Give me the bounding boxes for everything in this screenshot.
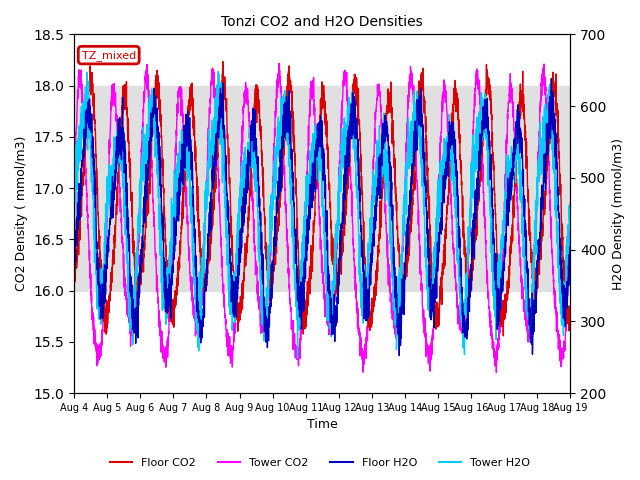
Tower CO2 bbox=[70, 174, 78, 180]
Floor CO2 bbox=[282, 95, 290, 100]
Floor H2O bbox=[127, 293, 134, 299]
Tower H2O bbox=[294, 355, 301, 361]
Tower CO2 bbox=[504, 111, 511, 117]
Tower CO2 bbox=[260, 328, 268, 334]
Tower H2O bbox=[70, 196, 78, 202]
Floor H2O bbox=[557, 259, 564, 264]
Floor H2O bbox=[70, 278, 78, 284]
Tower CO2 bbox=[493, 370, 500, 375]
Tower H2O bbox=[504, 179, 511, 185]
Tower CO2 bbox=[127, 327, 134, 333]
Y-axis label: CO2 Density ( mmol/m3): CO2 Density ( mmol/m3) bbox=[15, 136, 28, 291]
Floor H2O bbox=[566, 254, 574, 260]
Tower H2O bbox=[214, 69, 222, 74]
Tower H2O bbox=[557, 299, 564, 304]
Tower CO2 bbox=[156, 333, 164, 338]
Floor H2O bbox=[156, 168, 164, 173]
Line: Tower CO2: Tower CO2 bbox=[74, 63, 570, 372]
Floor CO2 bbox=[127, 193, 134, 199]
Legend: Floor CO2, Tower CO2, Floor H2O, Tower H2O: Floor CO2, Tower CO2, Floor H2O, Tower H… bbox=[105, 453, 535, 472]
Tower H2O bbox=[282, 113, 290, 119]
Tower CO2 bbox=[557, 364, 564, 370]
Title: Tonzi CO2 and H2O Densities: Tonzi CO2 and H2O Densities bbox=[221, 15, 423, 29]
Tower CO2 bbox=[275, 60, 283, 66]
Tower H2O bbox=[260, 326, 268, 332]
Floor H2O bbox=[282, 107, 290, 112]
Floor CO2 bbox=[557, 195, 564, 201]
Floor H2O bbox=[504, 215, 511, 220]
Floor H2O bbox=[260, 328, 268, 334]
Tower H2O bbox=[566, 204, 574, 209]
Tower CO2 bbox=[566, 200, 574, 206]
Bar bbox=[74, 85, 570, 290]
Line: Floor CO2: Floor CO2 bbox=[74, 61, 570, 336]
Line: Tower H2O: Tower H2O bbox=[74, 72, 570, 358]
Floor H2O bbox=[547, 76, 555, 82]
Floor H2O bbox=[396, 353, 403, 359]
X-axis label: Time: Time bbox=[307, 419, 338, 432]
Floor CO2 bbox=[499, 333, 507, 339]
Floor CO2 bbox=[566, 310, 574, 315]
Text: TZ_mixed: TZ_mixed bbox=[81, 49, 136, 60]
Tower H2O bbox=[156, 228, 164, 234]
Tower H2O bbox=[127, 301, 134, 307]
Floor CO2 bbox=[156, 119, 164, 124]
Floor CO2 bbox=[219, 59, 227, 64]
Floor CO2 bbox=[260, 216, 268, 222]
Floor CO2 bbox=[70, 259, 78, 264]
Y-axis label: H2O Density (mmol/m3): H2O Density (mmol/m3) bbox=[612, 138, 625, 290]
Tower CO2 bbox=[282, 202, 290, 207]
Floor CO2 bbox=[504, 297, 511, 302]
Line: Floor H2O: Floor H2O bbox=[74, 79, 570, 356]
